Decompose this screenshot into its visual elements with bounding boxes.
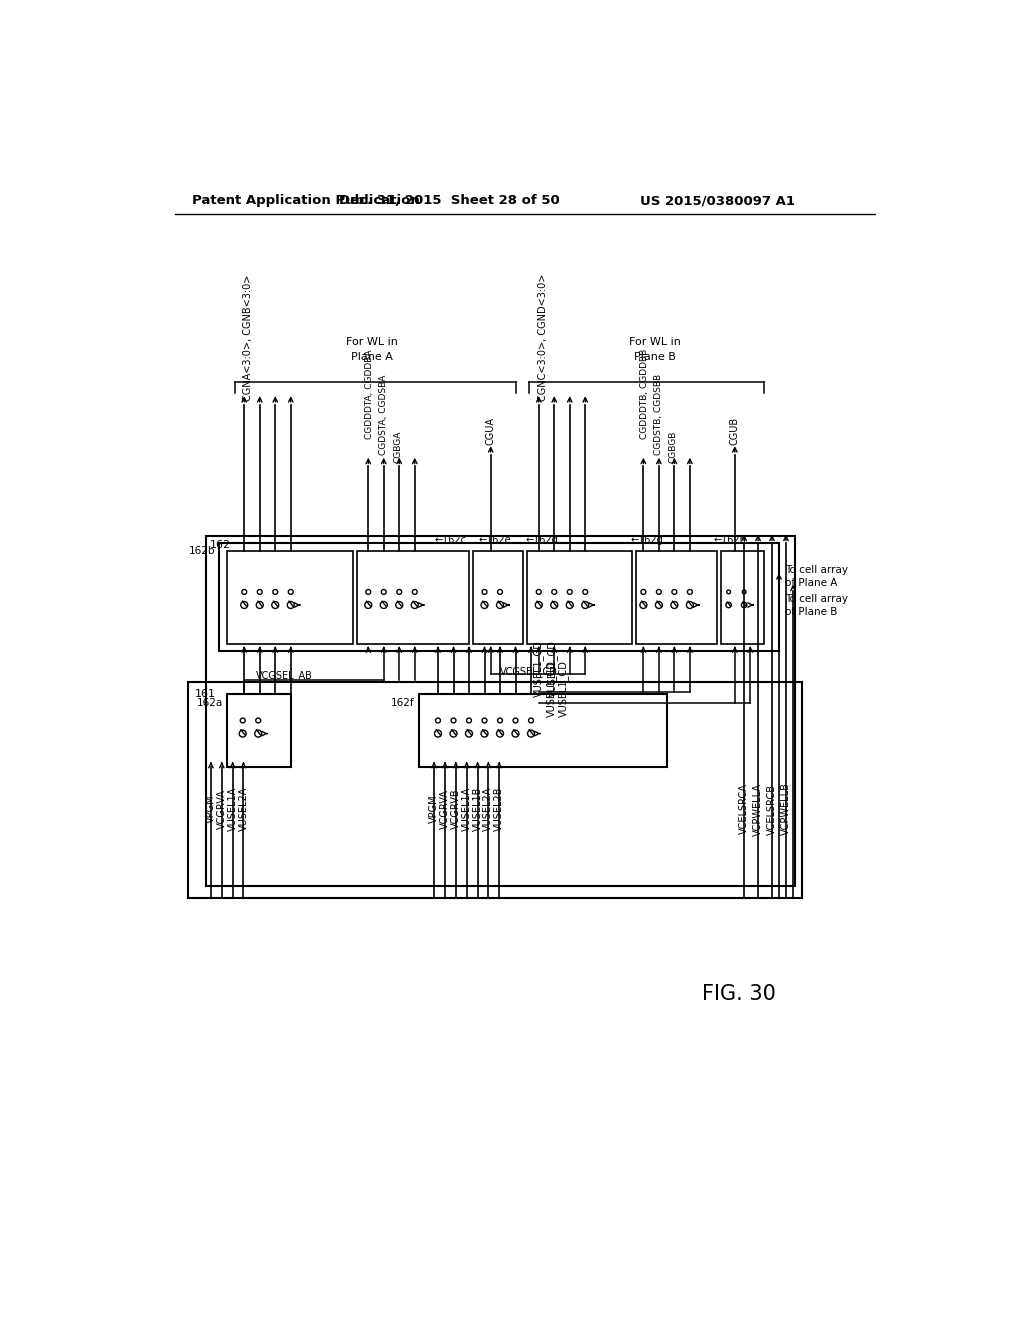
Bar xyxy=(356,552,469,644)
Text: of Plane A: of Plane A xyxy=(785,578,838,589)
Text: VUSEL1_CD: VUSEL1_CD xyxy=(547,640,558,697)
Text: ←162e: ←162e xyxy=(478,535,511,545)
Text: CGDDDTB, CGDDBB: CGDDDTB, CGDDBB xyxy=(640,350,649,440)
Text: VUSEL2A: VUSEL2A xyxy=(239,787,249,832)
Bar xyxy=(636,552,717,644)
Text: of Plane B: of Plane B xyxy=(785,607,838,616)
Bar xyxy=(206,536,795,886)
Text: VUSEL2B: VUSEL2B xyxy=(495,787,504,832)
Text: VUSEL1B: VUSEL1B xyxy=(472,787,482,832)
Text: VCGRVB: VCGRVB xyxy=(451,789,461,829)
Bar xyxy=(419,693,667,767)
Text: VUSEL1_CD: VUSEL1_CD xyxy=(558,660,569,717)
Text: CGDSTB, CGDSBB: CGDSTB, CGDSBB xyxy=(654,374,664,455)
Text: For WL in: For WL in xyxy=(629,337,681,347)
Text: CGUB: CGUB xyxy=(730,417,739,445)
Text: VUSEL1A: VUSEL1A xyxy=(227,787,238,832)
Text: VCPWELLB: VCPWELLB xyxy=(781,783,791,836)
Bar xyxy=(473,552,523,644)
Text: 162f: 162f xyxy=(391,698,415,708)
Text: VPGM: VPGM xyxy=(206,795,216,824)
Text: To cell array: To cell array xyxy=(785,565,848,576)
Text: VCPWELLA: VCPWELLA xyxy=(753,783,763,836)
Text: ←162h: ←162h xyxy=(713,535,746,545)
Text: FIG. 30: FIG. 30 xyxy=(701,983,775,1003)
Text: ←162d: ←162d xyxy=(525,535,558,545)
Text: VCGRVA: VCGRVA xyxy=(217,789,226,829)
Text: To cell array: To cell array xyxy=(785,594,848,603)
Text: For WL in: For WL in xyxy=(346,337,398,347)
Bar xyxy=(721,552,764,644)
Text: 162: 162 xyxy=(209,540,230,550)
Bar xyxy=(219,544,779,651)
Text: VCELSRCB: VCELSRCB xyxy=(767,784,777,834)
Text: VCGSEL_AB: VCGSEL_AB xyxy=(256,671,312,681)
Text: CGBGA: CGBGA xyxy=(393,430,402,462)
Text: CGBGB: CGBGB xyxy=(669,430,677,462)
Text: 162a: 162a xyxy=(197,698,223,708)
Text: CGDSTA, CGDSBA: CGDSTA, CGDSBA xyxy=(379,375,388,455)
Text: 161: 161 xyxy=(195,689,216,698)
Text: VCGRVA: VCGRVA xyxy=(440,789,450,829)
Text: VUSEL2A: VUSEL2A xyxy=(483,787,494,832)
Text: VPGM: VPGM xyxy=(429,795,439,824)
Text: ←162c: ←162c xyxy=(435,535,467,545)
Text: CGNC<3:0>, CGND<3:0>: CGNC<3:0>, CGND<3:0> xyxy=(539,273,549,401)
Text: Dec. 31, 2015  Sheet 28 of 50: Dec. 31, 2015 Sheet 28 of 50 xyxy=(339,194,560,207)
Text: CGDDDTA, CGDDBA: CGDDDTA, CGDDBA xyxy=(366,350,375,440)
Text: VUSEL1_CD: VUSEL1_CD xyxy=(534,640,544,697)
Bar xyxy=(188,682,802,898)
Text: VCELSRCA: VCELSRCA xyxy=(739,784,750,834)
Text: US 2015/0380097 A1: US 2015/0380097 A1 xyxy=(640,194,795,207)
Text: Plane B: Plane B xyxy=(634,352,676,362)
Text: CGUA: CGUA xyxy=(485,417,496,445)
Text: CGNA<3:0>, CGNB<3:0>: CGNA<3:0>, CGNB<3:0> xyxy=(243,275,253,401)
Bar xyxy=(227,693,291,767)
Text: Patent Application Publication: Patent Application Publication xyxy=(191,194,419,207)
Text: VCGSEL_CD: VCGSEL_CD xyxy=(500,665,558,677)
Text: 162b: 162b xyxy=(189,546,216,556)
Bar xyxy=(227,552,352,644)
Text: VUSEL1A: VUSEL1A xyxy=(462,787,472,832)
Text: Plane A: Plane A xyxy=(351,352,393,362)
Text: VUSEL1_CD: VUSEL1_CD xyxy=(547,660,557,717)
Text: ←162g: ←162g xyxy=(630,535,663,545)
Bar xyxy=(527,552,632,644)
